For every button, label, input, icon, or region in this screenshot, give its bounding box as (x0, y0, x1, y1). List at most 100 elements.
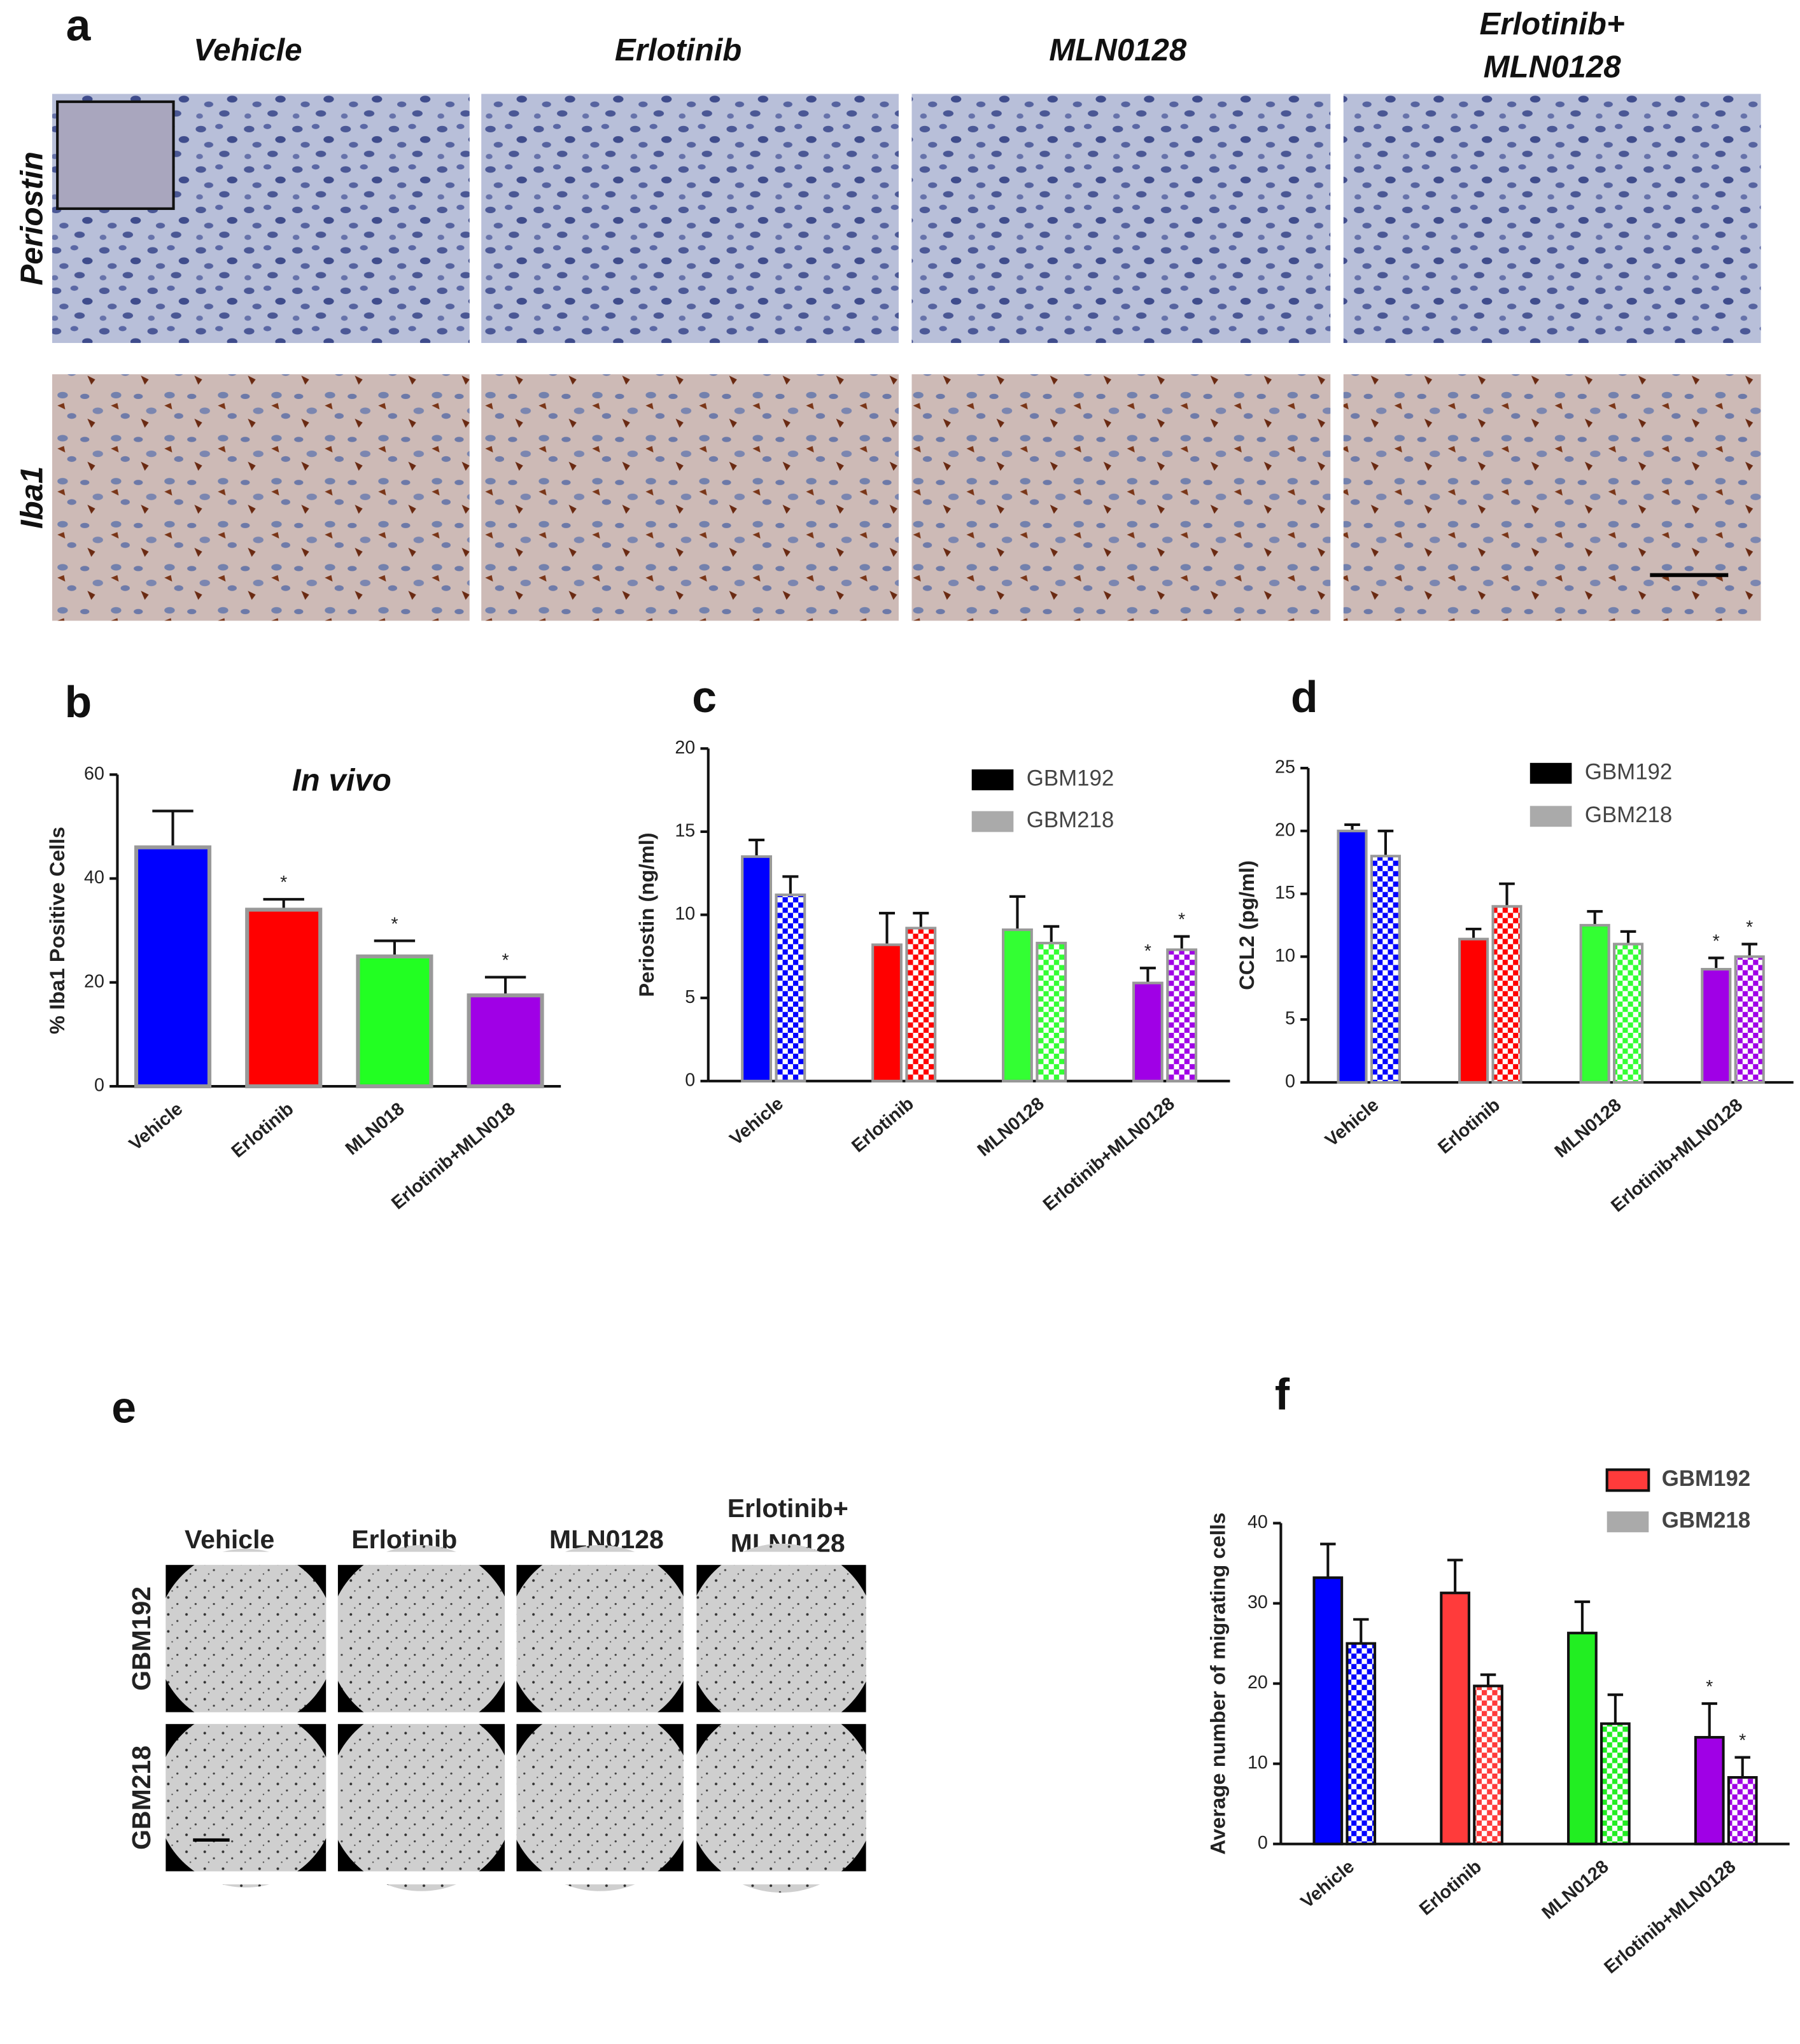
row-label: GBM218 (127, 1746, 156, 1850)
panel-letter: a (66, 0, 92, 50)
significance-mark: * (280, 872, 287, 893)
bar (1613, 942, 1644, 1084)
significance-mark: * (1144, 941, 1151, 962)
column-label: Erlotinib (615, 32, 742, 67)
y-tick-label: 25 (1275, 757, 1295, 778)
bar (1473, 1684, 1503, 1845)
micrograph (1343, 374, 1761, 621)
bar (1440, 1592, 1470, 1845)
inset (56, 100, 175, 210)
bar (1701, 968, 1732, 1084)
legend-swatch (971, 769, 1014, 790)
y-tick-label: 20 (1248, 1672, 1268, 1693)
y-tick-label: 10 (1275, 946, 1295, 966)
gap (130, 1558, 166, 1878)
x-tick-label: MLN0128 (974, 1093, 1048, 1160)
x-tick-label: Erlotinib (228, 1098, 298, 1161)
significance-mark: * (1746, 918, 1753, 938)
y-tick-label: 10 (675, 904, 695, 924)
well (686, 1543, 876, 1734)
row-label: Periostin (14, 151, 49, 285)
y-tick-label: 60 (84, 764, 104, 784)
well (156, 1707, 336, 1888)
panel-letter: d (1291, 672, 1318, 722)
micrograph (911, 374, 1331, 621)
significance-mark: * (1706, 1677, 1713, 1697)
legend-label: GBM192 (1585, 759, 1672, 784)
y-tick-label: 20 (84, 971, 104, 991)
micrograph (481, 374, 899, 621)
y-tick-label: 15 (675, 820, 695, 841)
row-label: GBM192 (127, 1586, 156, 1691)
micrograph (911, 94, 1331, 343)
x-tick-label: Erlotinib+MLN0128 (1600, 1856, 1740, 1978)
micrograph (481, 94, 899, 343)
bar (741, 855, 773, 1082)
x-tick-label: Erlotinib+MLN018 (388, 1098, 519, 1214)
bar (1579, 923, 1610, 1084)
bar (1312, 1576, 1344, 1845)
column-label: MLN0128 (1049, 32, 1187, 67)
well (506, 1544, 694, 1732)
x-tick-label: Vehicle (1297, 1856, 1358, 1912)
x-tick-label: Vehicle (1321, 1095, 1382, 1151)
y-axis-label: Periostin (ng/ml) (635, 832, 658, 997)
chart-title: In vivo (292, 763, 391, 798)
gap (156, 1551, 875, 1565)
legend-swatch (1607, 1511, 1649, 1532)
gap (156, 1871, 875, 1885)
bar (1166, 948, 1198, 1082)
well (328, 1704, 515, 1891)
bar (1346, 1642, 1377, 1845)
x-tick-label: Erlotinib+MLN0128 (1039, 1093, 1179, 1215)
y-tick-label: 0 (685, 1070, 695, 1090)
legend-swatch (1529, 762, 1572, 784)
y-tick-label: 30 (1248, 1592, 1268, 1613)
well (156, 1548, 336, 1729)
y-tick-label: 5 (1285, 1009, 1295, 1029)
y-tick-label: 10 (1248, 1753, 1268, 1773)
x-tick-label: MLN018 (342, 1098, 409, 1159)
well (328, 1544, 515, 1732)
legend-label: GBM192 (1027, 766, 1114, 791)
y-axis-label: % Iba1 Positive Cells (45, 827, 69, 1034)
significance-mark: * (1739, 1731, 1746, 1751)
x-tick-label: Erlotinib (1434, 1095, 1504, 1158)
x-tick-label: Erlotinib (848, 1093, 918, 1156)
bar (1694, 1735, 1725, 1845)
bar (871, 943, 903, 1082)
y-tick-label: 15 (1275, 883, 1295, 903)
y-tick-label: 20 (1275, 820, 1295, 840)
bar (1337, 829, 1368, 1084)
legend-label: GBM218 (1027, 808, 1114, 832)
bar (1458, 937, 1489, 1084)
x-tick-label: Vehicle (726, 1093, 787, 1149)
legend-swatch (1529, 806, 1572, 827)
legend-swatch (971, 811, 1014, 832)
column-label: MLN0128 (1484, 50, 1622, 85)
bar (905, 927, 937, 1082)
bar (1002, 928, 1033, 1082)
bar (134, 845, 212, 1089)
bar (1567, 1632, 1598, 1845)
bar (1036, 941, 1067, 1082)
well (506, 1704, 694, 1891)
legend-swatch (1605, 1468, 1650, 1492)
bar (1132, 981, 1164, 1082)
legend-label: GBM218 (1662, 1508, 1750, 1533)
micrograph (52, 374, 470, 621)
y-tick-label: 40 (84, 867, 104, 888)
x-tick-label: MLN0128 (1538, 1856, 1613, 1923)
x-tick-label: Erlotinib (1416, 1856, 1486, 1919)
column-label: Erlotinib+ (1480, 6, 1625, 41)
y-tick-label: 40 (1248, 1512, 1268, 1532)
y-axis-label: CCL2 (pg/ml) (1235, 860, 1258, 990)
significance-mark: * (1713, 931, 1720, 951)
column-label: Vehicle (185, 1525, 274, 1554)
significance-mark: * (502, 951, 509, 971)
bar (775, 893, 806, 1082)
micrograph (1343, 94, 1761, 343)
bar (245, 907, 323, 1089)
